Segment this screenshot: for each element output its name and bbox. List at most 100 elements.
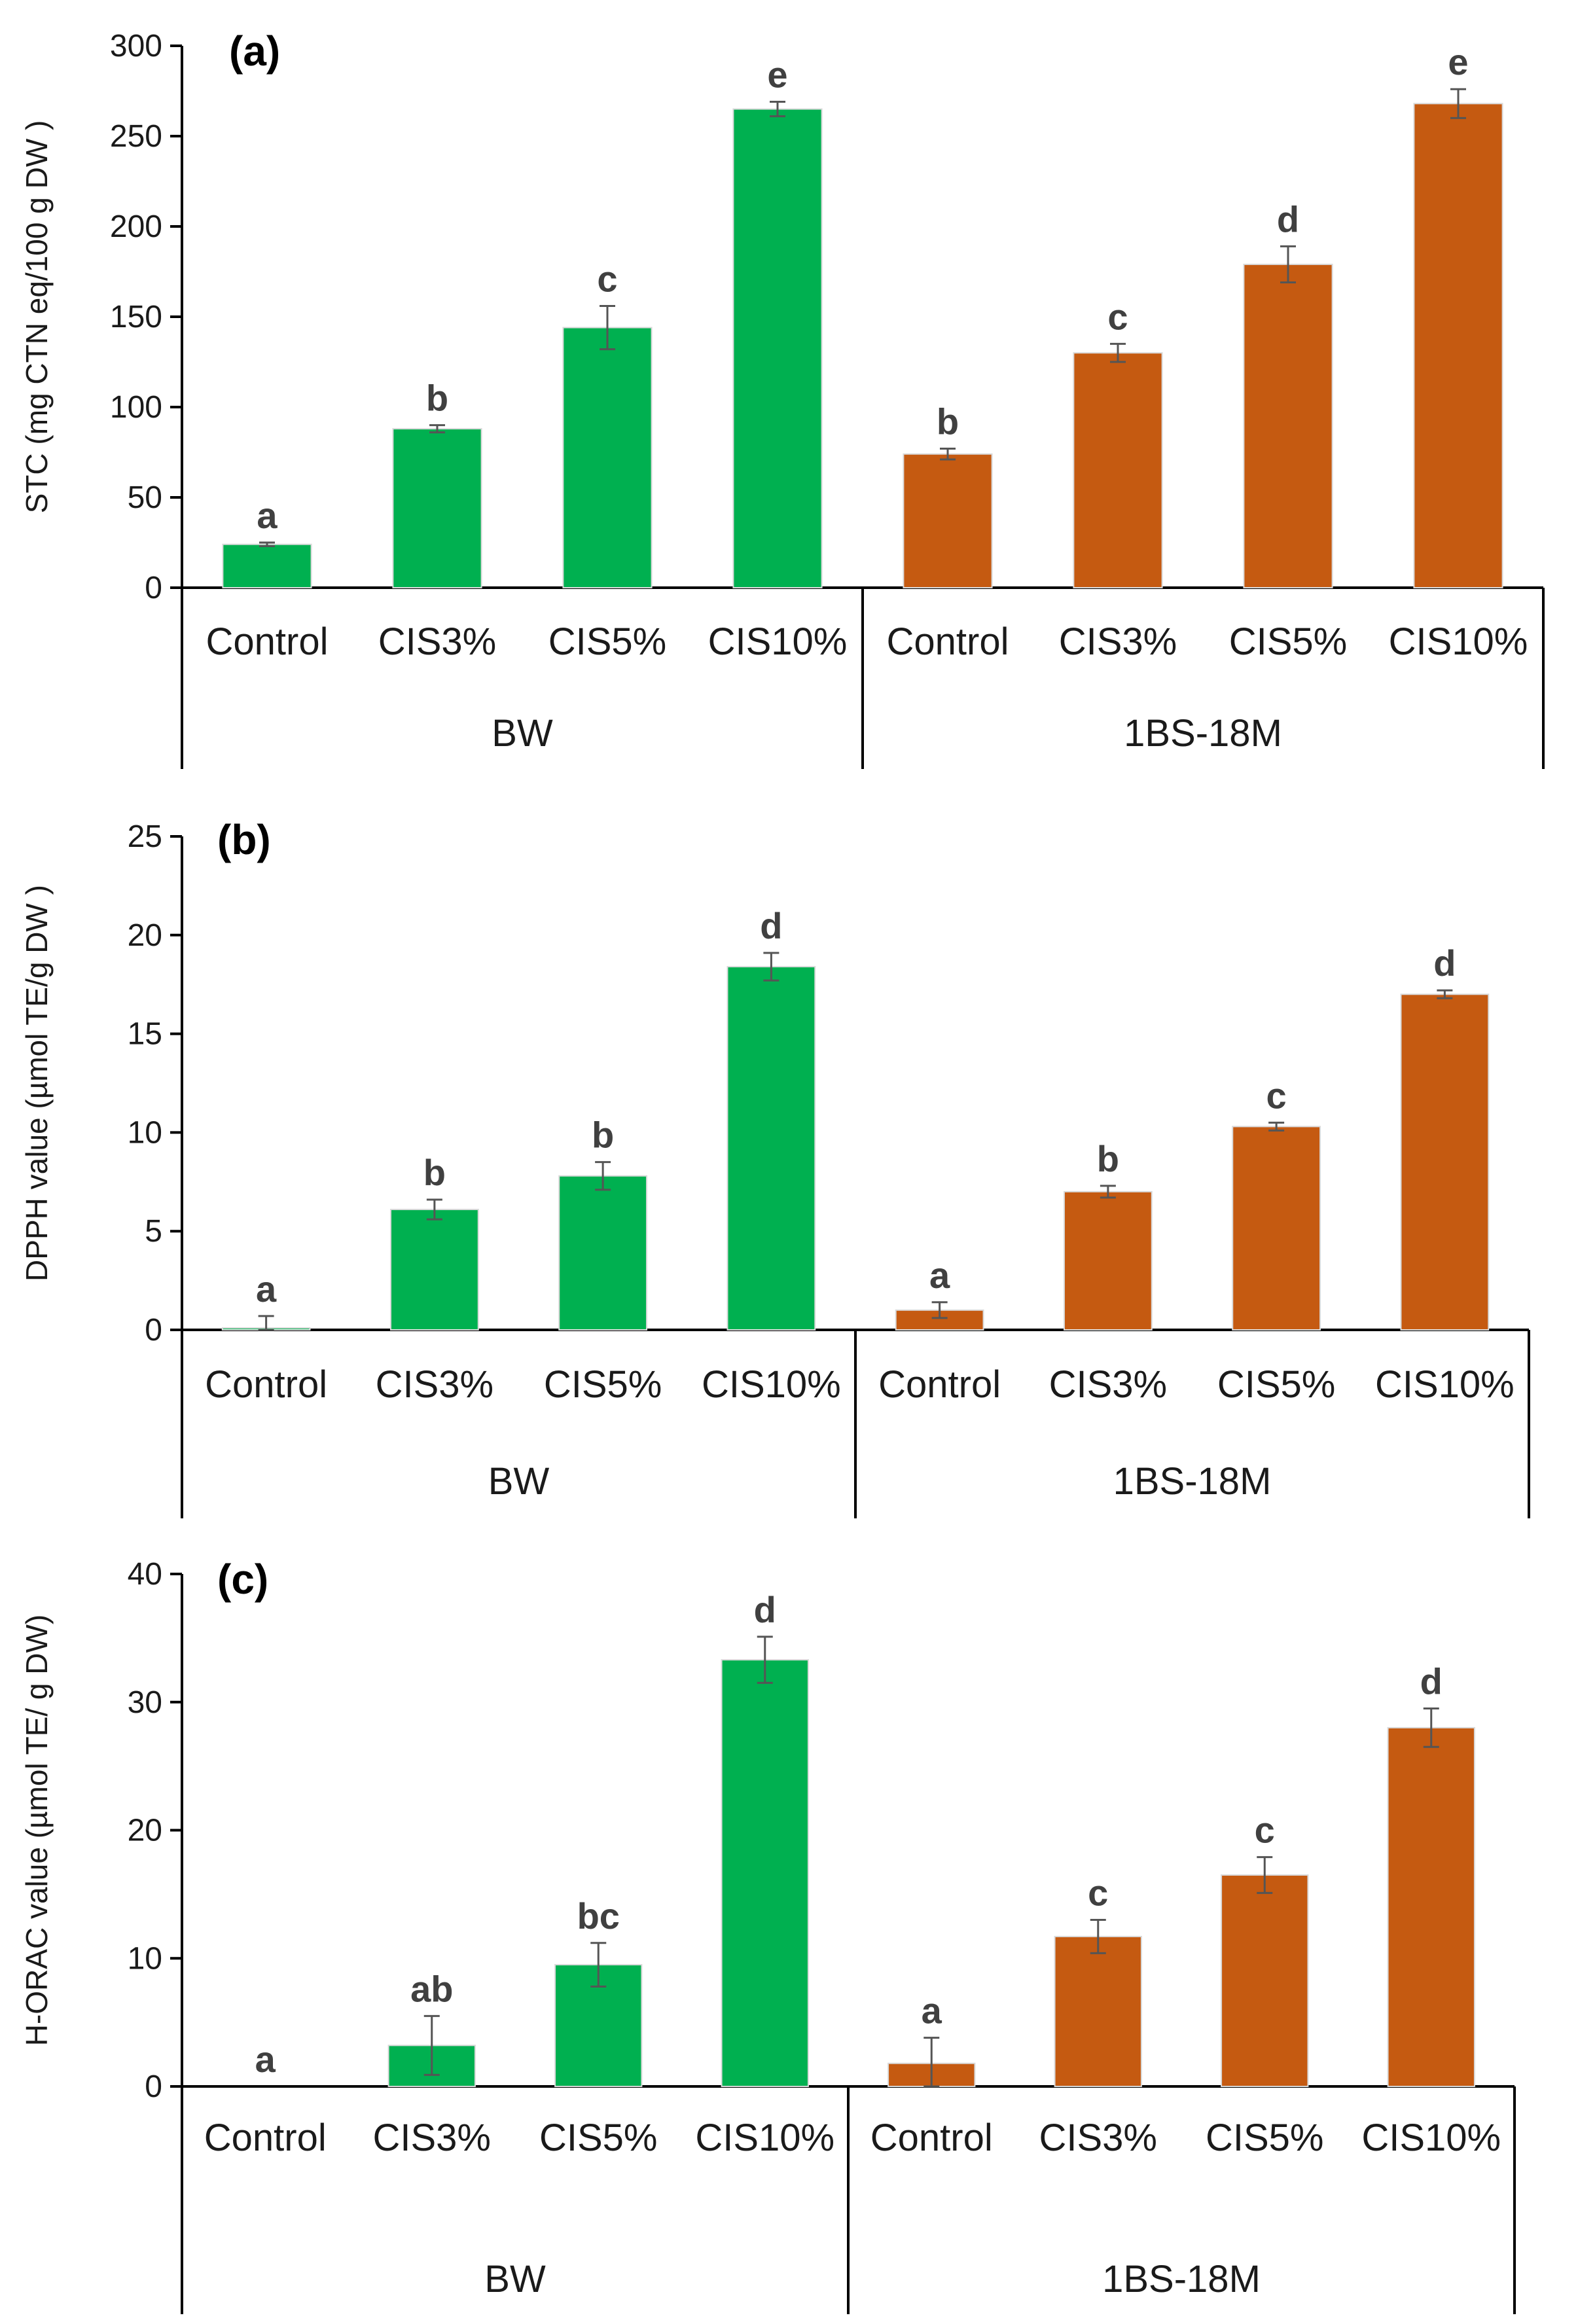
y-tick-label: 150 [110,300,162,334]
panel-title: (b) [217,816,271,863]
category-label: Control [204,2117,327,2159]
significance-letter: b [592,1115,614,1156]
group-label: 1BS-18M [1124,712,1282,755]
group-label: BW [488,1460,550,1503]
y-axis-title: STC (mg CTN eq/100 g DW ) [20,120,54,514]
y-axis-title: DPPH value (µmol TE/g DW ) [20,885,54,1281]
category-label: Control [887,620,1009,663]
category-label: CIS10% [708,620,848,663]
category-label: CIS3% [372,2117,491,2159]
category-label: CIS10% [702,1363,841,1406]
y-tick-label: 0 [145,571,162,605]
significance-letter: c [1266,1075,1287,1116]
category-label: CIS5% [1206,2117,1324,2159]
category-label: CIS5% [1229,620,1348,663]
category-label: CIS10% [1361,2117,1501,2159]
bar-1BS-18M-CIS10% [1400,993,1490,1331]
y-axis-title: H-ORAC value (µmol TE/ g DW) [20,1615,54,2047]
group-label: 1BS-18M [1102,2258,1261,2300]
category-label: CIS5% [1217,1363,1336,1406]
y-tick-label: 5 [145,1214,162,1249]
y-tick-label: 0 [145,1313,162,1348]
category-label: CIS3% [376,1363,494,1406]
significance-letter: c [597,258,617,299]
significance-letter: a [256,1268,277,1310]
category-label: CIS10% [1389,620,1528,663]
group-label: BW [484,2258,546,2300]
category-label: Control [878,1363,1001,1406]
y-tick-label: 300 [110,29,162,63]
bar-BW-Control [222,543,312,589]
significance-letter: c [1255,1810,1275,1851]
bar-1BS-18M-CIS5% [1232,1126,1321,1331]
bar-1BS-18M-CIS3% [1054,1935,1142,2087]
significance-letter: a [922,1990,942,2031]
bar-BW-CIS3% [392,428,482,588]
y-tick-label: 100 [110,390,162,425]
bar-1BS-18M-CIS3% [1073,352,1163,588]
bar-1BS-18M-CIS10% [1387,1726,1475,2087]
panel-title: (a) [229,27,280,75]
category-label: Control [206,620,329,663]
bar-1BS-18M-CIS5% [1243,263,1333,588]
significance-letter: b [426,378,448,419]
significance-letter: b [423,1152,446,1193]
significance-letter: e [1448,41,1468,82]
significance-letter: d [754,1589,776,1630]
significance-letter: c [1107,296,1128,337]
category-label: CIS5% [548,620,667,663]
significance-letter: d [1420,1661,1443,1702]
y-tick-label: 15 [128,1017,162,1052]
significance-letter: b [1097,1138,1119,1179]
significance-letter: d [1277,198,1299,240]
y-tick-label: 20 [128,1814,162,1848]
bar-BW-CIS5% [558,1175,648,1331]
category-label: CIS3% [1049,1363,1168,1406]
significance-letter: e [767,54,787,96]
panel-a: 0 50 100 150 200 250 300 STC (mg CTN eq/100 g D… [20,27,1545,769]
category-label: CIS3% [1039,2117,1157,2159]
y-tick-label: 30 [128,1685,162,1720]
significance-letter: b [937,401,959,442]
bar-BW-CIS10% [721,1659,809,2088]
category-label: CIS3% [378,620,497,663]
bar-1BS-18M-CIS10% [1413,103,1503,588]
category-label: CIS5% [544,1363,662,1406]
significance-letter: a [257,495,278,536]
y-tick-label: 200 [110,209,162,244]
panel-title: (c) [217,1556,268,1603]
y-tick-label: 20 [128,918,162,953]
y-tick-label: 0 [145,2069,162,2104]
category-label: CIS5% [539,2117,658,2159]
bar-1BS-18M-Control [903,453,993,589]
panel-c: 0 10 20 30 40 H-ORAC value (µmol TE/ g DW) (c)… [20,1556,1516,2314]
group-label: BW [492,712,553,755]
category-label: CIS3% [1059,620,1177,663]
significance-letter: c [1088,1872,1108,1914]
category-label: Control [870,2117,993,2159]
bar-1BS-18M-CIS3% [1063,1190,1153,1331]
significance-letter: a [255,2039,276,2080]
y-tick-label: 250 [110,119,162,154]
significance-letter: d [760,905,782,946]
y-tick-label: 50 [128,480,162,515]
bar-BW-CIS3% [389,1209,479,1331]
category-label: CIS10% [695,2117,834,2159]
category-label: CIS10% [1375,1363,1515,1406]
bar-BW-CIS10% [726,966,816,1331]
y-tick-label: 25 [128,819,162,854]
significance-letter: a [929,1255,950,1296]
significance-letter: ab [410,1968,453,2009]
significance-letter: bc [577,1895,620,1937]
panel-b: 0 5 10 15 20 25 DPPH value (µmol TE/g DW ) (b) a… [20,816,1530,1518]
group-label: 1BS-18M [1113,1460,1272,1503]
category-label: Control [205,1363,327,1406]
y-tick-label: 10 [128,1115,162,1150]
bar-BW-CIS5% [562,327,653,588]
bar-1BS-18M-CIS5% [1221,1874,1309,2087]
y-tick-label: 10 [128,1941,162,1976]
bar-BW-CIS10% [732,108,823,589]
y-tick-label: 40 [128,1557,162,1592]
significance-letter: d [1433,942,1456,984]
